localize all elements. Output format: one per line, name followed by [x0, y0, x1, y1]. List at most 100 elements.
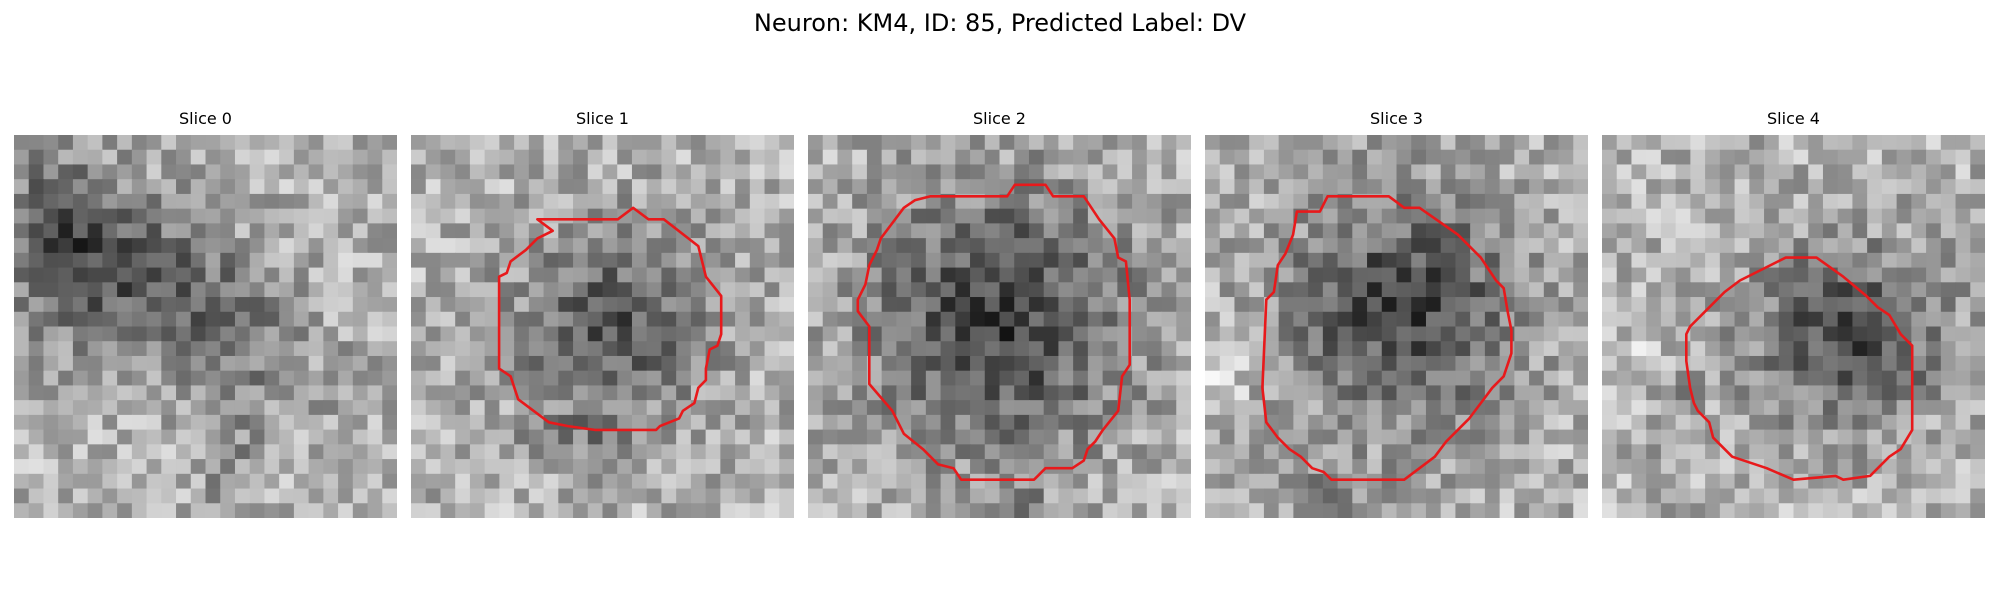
pixel — [543, 473, 559, 490]
pixel — [1631, 179, 1647, 195]
pixel — [234, 503, 251, 518]
pixel — [1749, 135, 1765, 151]
pixel — [602, 341, 618, 357]
pixel — [749, 326, 766, 342]
pixel — [1102, 326, 1118, 342]
pixel — [558, 311, 574, 328]
pixel — [631, 223, 648, 239]
pixel — [43, 385, 59, 401]
pixel — [1263, 149, 1280, 166]
pixel — [1161, 414, 1177, 431]
pixel — [1381, 208, 1398, 224]
pixel — [1278, 370, 1294, 387]
pixel — [1337, 341, 1353, 357]
pixel — [1852, 355, 1868, 372]
pixel — [146, 223, 162, 239]
pixel — [205, 370, 221, 387]
pixel — [661, 282, 677, 298]
pixel — [440, 400, 456, 416]
pixel — [1867, 135, 1883, 151]
pixel — [1808, 282, 1824, 298]
pixel — [1573, 252, 1588, 269]
pixel — [1529, 179, 1545, 195]
pixel — [1690, 179, 1706, 195]
pixel — [308, 385, 324, 401]
pixel — [1955, 400, 1971, 416]
pixel — [1132, 400, 1148, 416]
pixel — [469, 429, 486, 445]
pixel — [808, 223, 824, 239]
pixel — [1896, 135, 1912, 151]
pixel — [499, 179, 515, 195]
pixel — [1352, 370, 1368, 387]
pixel — [1911, 311, 1927, 328]
pixel — [676, 473, 692, 490]
pixel — [279, 341, 295, 357]
pixel — [131, 459, 148, 475]
pixel — [705, 459, 721, 475]
pixel — [1102, 459, 1118, 475]
pixel — [1043, 238, 1060, 254]
pixel — [1616, 238, 1633, 254]
pixel — [1176, 370, 1191, 387]
pixel — [1058, 473, 1074, 490]
pixel — [1705, 400, 1721, 416]
pixel — [382, 252, 397, 269]
pixel — [1440, 282, 1457, 298]
pixel — [1263, 370, 1280, 387]
pixel — [455, 164, 471, 180]
pixel — [543, 282, 559, 298]
pixel — [1263, 252, 1280, 269]
pixel — [720, 311, 736, 328]
pixel — [1955, 282, 1971, 298]
pixel — [1117, 473, 1133, 490]
pixel — [661, 252, 677, 269]
pixel — [705, 135, 721, 151]
pixel — [1940, 252, 1957, 269]
pixel — [1896, 164, 1912, 180]
pixel — [1014, 135, 1030, 151]
pixel — [1425, 385, 1442, 401]
pixel — [1117, 149, 1133, 166]
pixel — [1058, 135, 1074, 151]
pixel — [338, 503, 354, 518]
pixel — [352, 326, 369, 342]
pixel — [72, 444, 89, 460]
pixel — [1940, 326, 1957, 342]
pixel — [1719, 473, 1736, 490]
pixel — [1764, 135, 1780, 151]
pixel — [1822, 238, 1839, 254]
pixel — [940, 488, 956, 504]
pixel — [411, 385, 427, 401]
pixel — [1219, 193, 1236, 210]
pixel — [382, 326, 397, 342]
pixel — [1499, 164, 1515, 180]
pixel — [573, 444, 589, 460]
pixel — [690, 488, 707, 504]
pixel — [514, 179, 530, 195]
pixel — [1778, 311, 1795, 328]
pixel — [1308, 311, 1324, 328]
pixel — [1073, 473, 1089, 490]
pixel — [293, 444, 310, 460]
pixel — [1749, 179, 1765, 195]
pixel — [102, 267, 118, 283]
pixel — [970, 459, 986, 475]
pixel — [1852, 208, 1868, 224]
pixel — [1322, 252, 1339, 269]
pixel — [617, 223, 633, 239]
pixel — [1808, 503, 1824, 518]
pixel — [1764, 193, 1780, 210]
pixel — [602, 473, 618, 490]
pixel — [646, 267, 663, 283]
pixel — [808, 370, 824, 387]
pixel — [925, 370, 942, 387]
pixel — [1367, 503, 1383, 518]
pixel — [1631, 135, 1647, 151]
pixel — [1881, 385, 1898, 401]
pixel — [1529, 459, 1545, 475]
pixel — [1852, 326, 1868, 342]
pixel — [469, 311, 486, 328]
pixel — [1176, 355, 1191, 372]
pixel — [896, 429, 912, 445]
